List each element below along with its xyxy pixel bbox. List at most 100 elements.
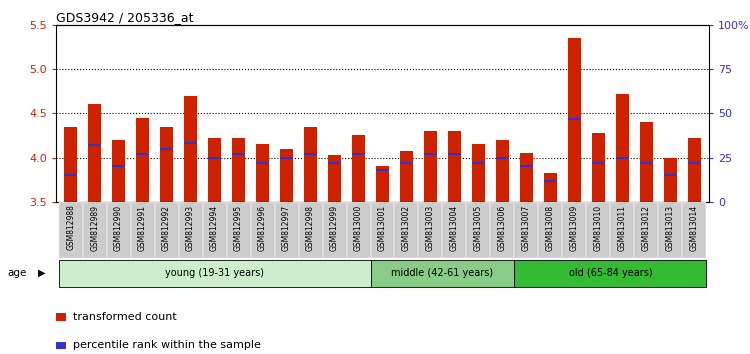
Bar: [58, 202, 82, 258]
Bar: [616, 156, 629, 159]
Bar: [544, 172, 557, 202]
Text: young (19-31 years): young (19-31 years): [165, 268, 264, 278]
Text: GSM813012: GSM813012: [642, 205, 651, 251]
Text: GSM812996: GSM812996: [258, 205, 267, 251]
Bar: [251, 202, 274, 258]
Text: GSM812992: GSM812992: [162, 205, 171, 251]
Bar: [424, 153, 437, 155]
Bar: [514, 202, 538, 258]
Bar: [274, 202, 298, 258]
Bar: [538, 202, 562, 258]
Text: GSM813006: GSM813006: [498, 205, 507, 251]
Bar: [658, 202, 682, 258]
Bar: [298, 202, 322, 258]
Bar: [544, 179, 557, 182]
Text: GSM812989: GSM812989: [90, 205, 99, 251]
Text: GSM812994: GSM812994: [210, 205, 219, 251]
Bar: [472, 162, 485, 164]
Bar: [56, 342, 66, 349]
Text: ▶: ▶: [38, 268, 45, 278]
Bar: [208, 138, 221, 202]
Bar: [640, 162, 653, 164]
Bar: [664, 174, 677, 176]
Text: GSM813004: GSM813004: [450, 205, 459, 251]
Bar: [586, 202, 610, 258]
Text: age: age: [8, 268, 27, 278]
Bar: [568, 38, 581, 202]
Bar: [184, 142, 197, 144]
Bar: [112, 140, 125, 202]
Bar: [520, 153, 533, 202]
Bar: [514, 260, 706, 287]
Bar: [664, 158, 677, 202]
Text: GSM812998: GSM812998: [306, 205, 315, 251]
Bar: [496, 156, 509, 159]
Text: percentile rank within the sample: percentile rank within the sample: [73, 341, 260, 350]
Bar: [394, 202, 418, 258]
Bar: [208, 156, 221, 159]
Bar: [610, 202, 634, 258]
Bar: [160, 127, 173, 202]
Bar: [346, 202, 370, 258]
Bar: [328, 162, 341, 164]
Text: transformed count: transformed count: [73, 312, 176, 322]
Bar: [640, 122, 653, 202]
Bar: [136, 118, 149, 202]
Bar: [256, 162, 269, 164]
Bar: [688, 162, 701, 164]
Bar: [370, 260, 514, 287]
Text: middle (42-61 years): middle (42-61 years): [392, 268, 494, 278]
Bar: [64, 174, 77, 176]
Text: GSM812988: GSM812988: [66, 205, 75, 251]
Bar: [130, 202, 154, 258]
Text: GSM812993: GSM812993: [186, 205, 195, 251]
Text: GSM812991: GSM812991: [138, 205, 147, 251]
Bar: [448, 131, 461, 202]
Bar: [64, 127, 77, 202]
Bar: [419, 202, 442, 258]
Bar: [442, 202, 466, 258]
Text: GSM812999: GSM812999: [330, 205, 339, 251]
Bar: [376, 166, 389, 202]
Text: GSM812990: GSM812990: [114, 205, 123, 251]
Text: GSM813010: GSM813010: [594, 205, 603, 251]
Bar: [256, 144, 269, 202]
Text: GSM813011: GSM813011: [618, 205, 627, 251]
Bar: [352, 153, 365, 155]
Bar: [304, 127, 317, 202]
Bar: [88, 104, 101, 202]
Bar: [592, 133, 605, 202]
Bar: [232, 138, 245, 202]
Bar: [154, 202, 178, 258]
Bar: [682, 202, 706, 258]
Text: GDS3942 / 205336_at: GDS3942 / 205336_at: [56, 11, 194, 24]
Bar: [136, 153, 149, 155]
Text: GSM812997: GSM812997: [282, 205, 291, 251]
Bar: [178, 202, 203, 258]
Text: GSM813008: GSM813008: [546, 205, 555, 251]
Bar: [688, 138, 701, 202]
Bar: [490, 202, 514, 258]
Bar: [106, 202, 130, 258]
Text: GSM813009: GSM813009: [570, 205, 579, 251]
Text: GSM813007: GSM813007: [522, 205, 531, 251]
Text: GSM813005: GSM813005: [474, 205, 483, 251]
Text: GSM813013: GSM813013: [666, 205, 675, 251]
Bar: [202, 202, 226, 258]
Bar: [56, 313, 66, 321]
Bar: [160, 148, 173, 150]
Bar: [472, 144, 485, 202]
Bar: [592, 162, 605, 164]
Bar: [88, 144, 101, 146]
Bar: [568, 118, 581, 120]
Bar: [634, 202, 658, 258]
Bar: [424, 131, 437, 202]
Bar: [322, 202, 346, 258]
Bar: [82, 202, 106, 258]
Bar: [562, 202, 586, 258]
Bar: [496, 140, 509, 202]
Text: GSM813002: GSM813002: [402, 205, 411, 251]
Bar: [616, 94, 629, 202]
Text: GSM813000: GSM813000: [354, 205, 363, 251]
Text: GSM813001: GSM813001: [378, 205, 387, 251]
